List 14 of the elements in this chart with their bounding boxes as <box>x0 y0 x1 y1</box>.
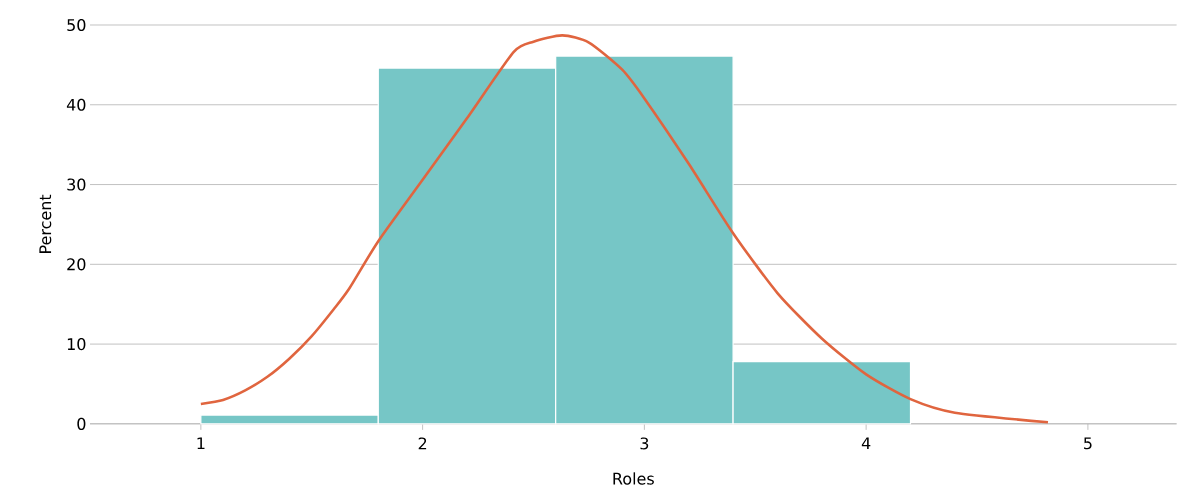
y-tick-label: 0 <box>77 417 86 430</box>
line-series <box>199 34 1050 424</box>
x-tick-label: 2 <box>418 437 427 450</box>
y-tick-label: 30 <box>67 178 86 191</box>
x-tick-label: 1 <box>197 437 205 450</box>
y-tick-label: 40 <box>66 98 86 111</box>
x-tick-label: 4 <box>861 437 871 450</box>
y-axis-title: Percent <box>39 194 52 254</box>
y-tick-label: 50 <box>67 19 86 32</box>
x-tick-label: 5 <box>1084 437 1092 450</box>
y-tick-label: 10 <box>67 338 86 351</box>
x-axis-title: Roles <box>613 472 654 485</box>
y-tick-label: 20 <box>67 258 86 271</box>
x-tick-label: 3 <box>640 437 649 450</box>
